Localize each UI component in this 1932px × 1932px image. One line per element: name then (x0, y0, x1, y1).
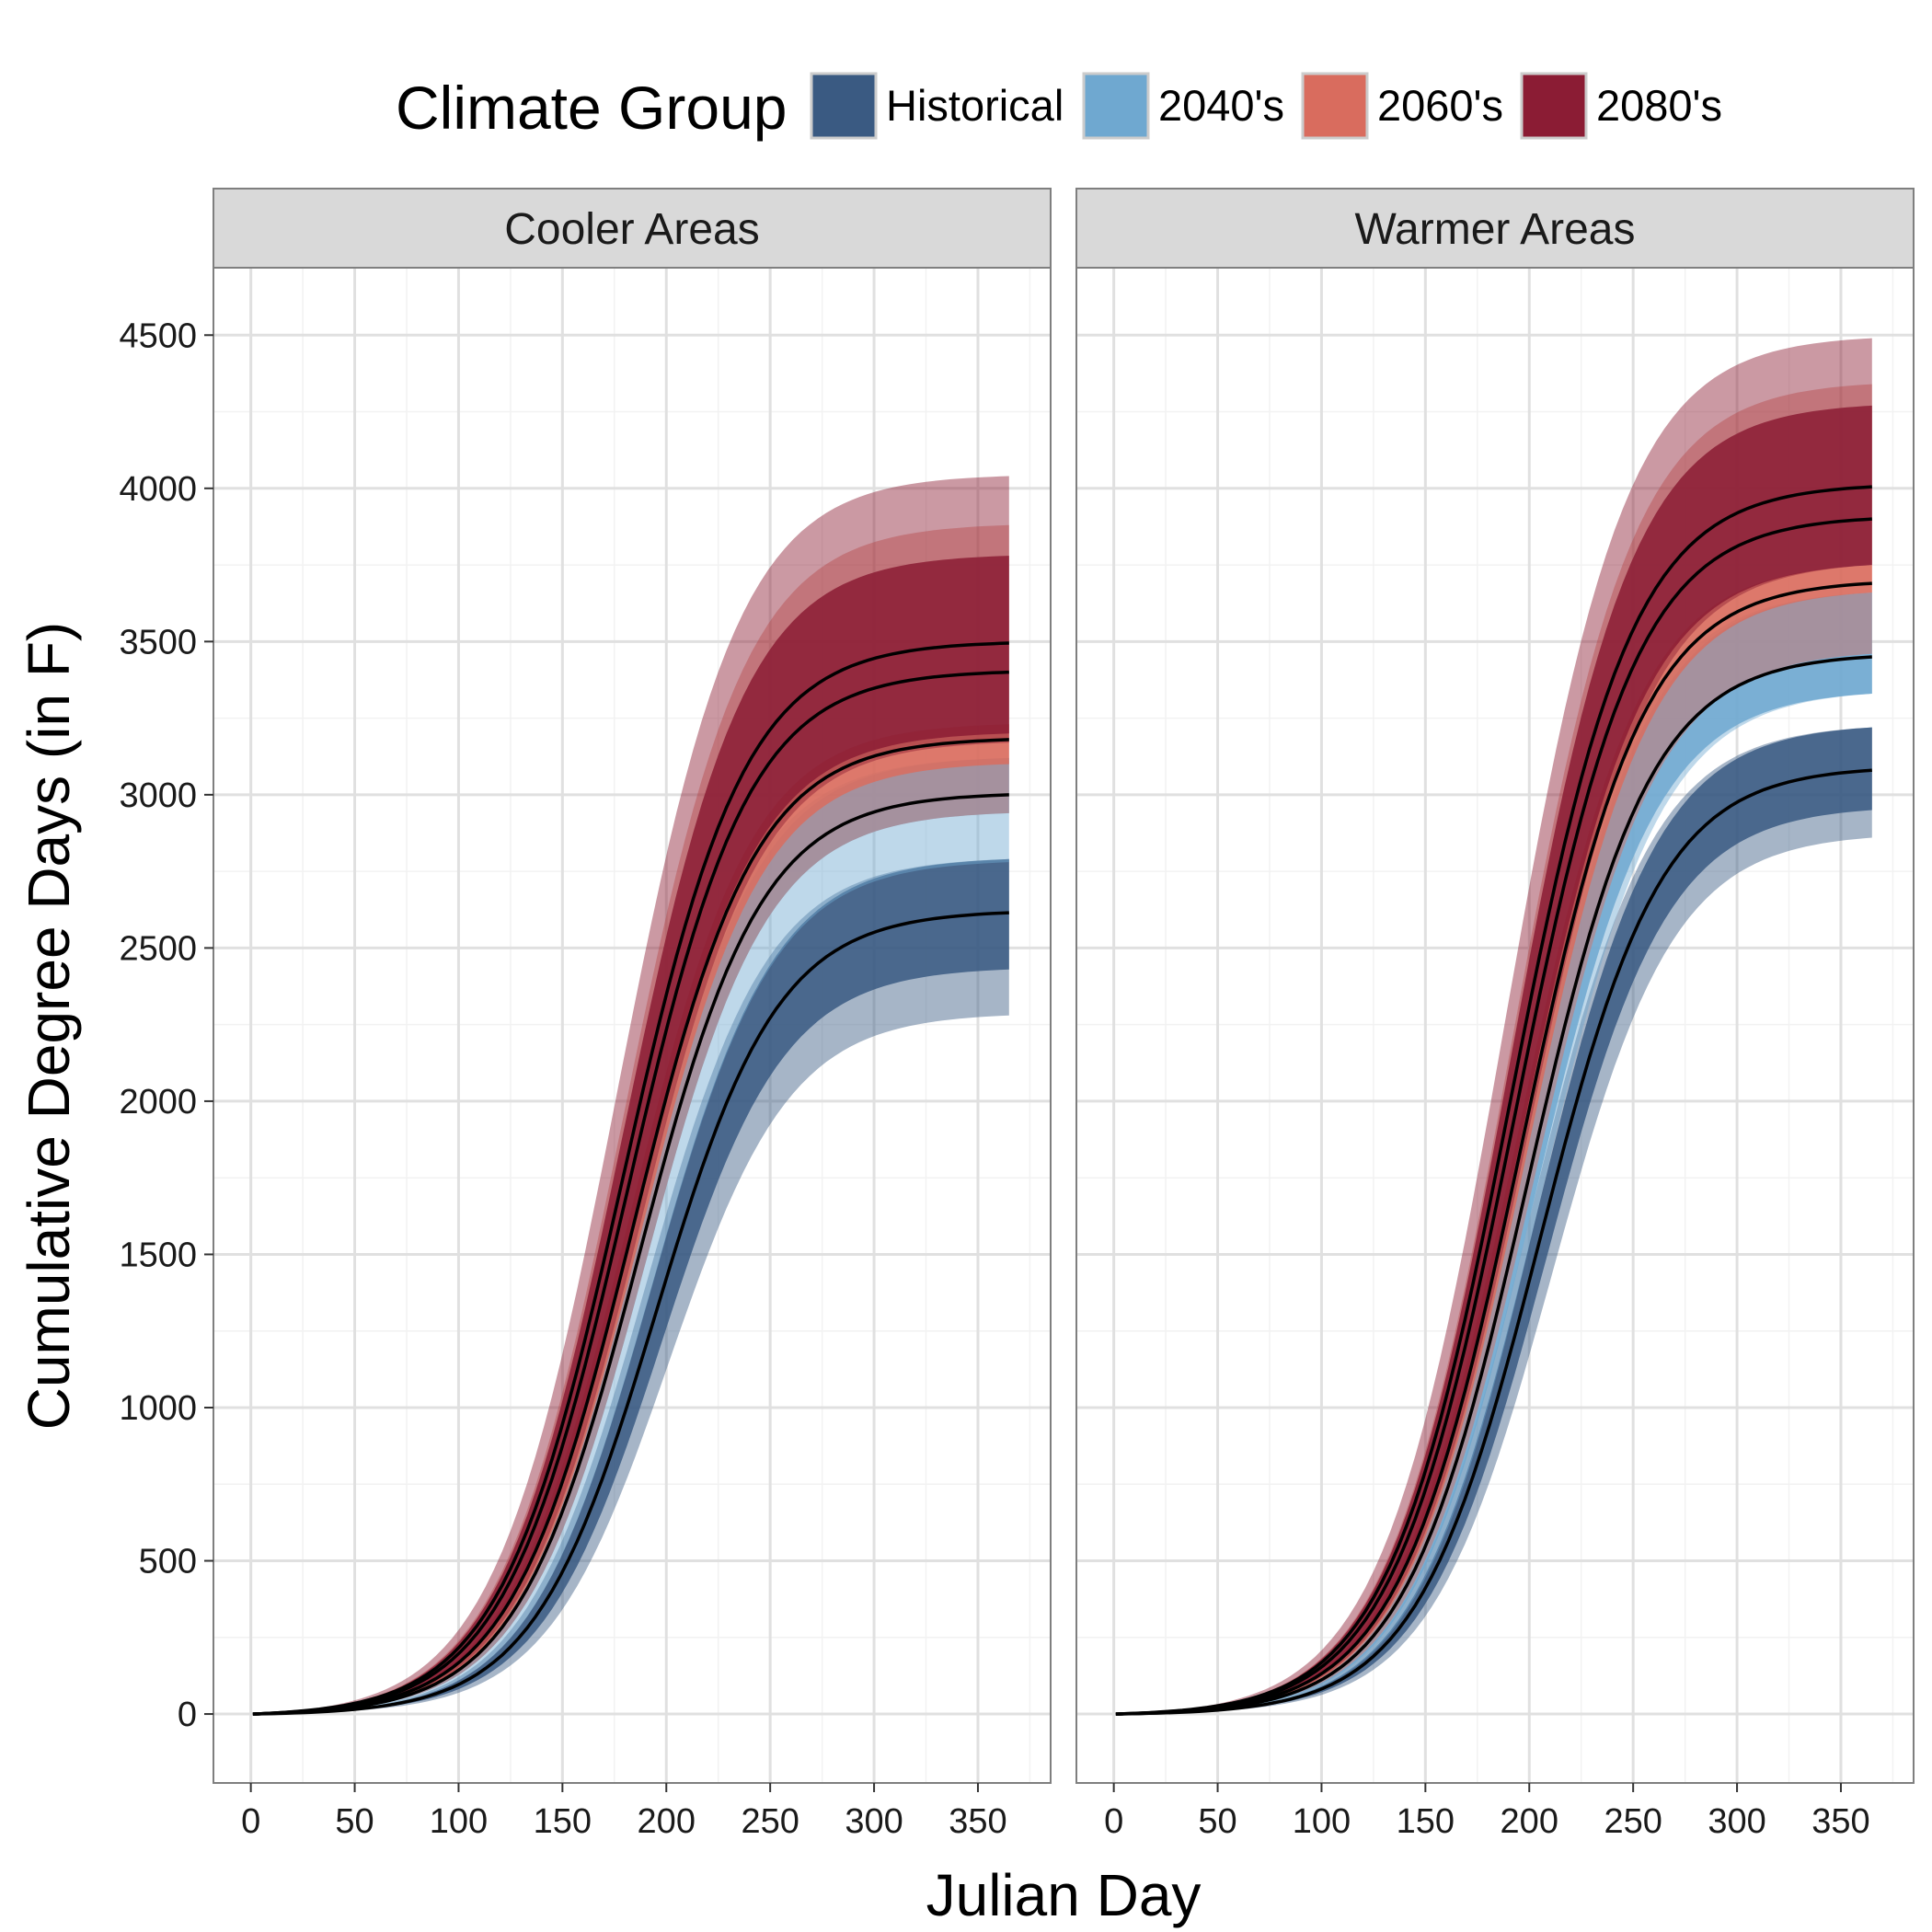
strip-background-cooler (213, 188, 1052, 269)
median-line-2060s-coolerareas (252, 738, 1009, 1716)
y-tick-label: 2000 (119, 1083, 197, 1121)
strip-background-warmer (1075, 188, 1915, 269)
legend-title: Climate Group (396, 74, 788, 142)
x-tick-label: 250 (741, 1802, 799, 1841)
x-axis-warmer: 0 50 100 150 200 250 300 350 (1104, 1783, 1870, 1841)
legend-item-2080s: 2080's (1520, 72, 1722, 140)
x-tick-label: 100 (430, 1802, 488, 1841)
y-tick-label: 0 (178, 1696, 197, 1734)
x-tick-label: 300 (1708, 1802, 1765, 1841)
x-tick-label: 200 (1501, 1802, 1558, 1841)
legend-key-2040s (1082, 72, 1150, 140)
strip-label-warmer: Warmer Areas (1355, 205, 1636, 254)
band-inner-2080s-warmerareas (1115, 405, 1872, 1715)
y-tick-label: 3500 (119, 623, 197, 661)
x-tick-label: 350 (1811, 1802, 1869, 1841)
band-outer-historical-warmerareas (1115, 727, 1872, 1715)
band-inner-2080s-coolerareas (252, 556, 1009, 1715)
x-tick-label: 200 (638, 1802, 696, 1841)
legend-key-2060s (1301, 72, 1369, 140)
x-tick-label: 50 (335, 1802, 374, 1841)
y-tick-label: 2500 (119, 929, 197, 968)
legend-item-2060s: 2060's (1301, 72, 1503, 140)
median-line-2080s-warmerareas-2 (1115, 485, 1872, 1716)
medians-warmer (1115, 485, 1872, 1716)
x-tick-label: 150 (1397, 1802, 1455, 1841)
grid-warmer (1076, 268, 1914, 1783)
legend-key-2080s (1520, 72, 1588, 140)
median-line-2080s-coolerareas-2 (252, 641, 1009, 1716)
panel-warmer-areas: Warmer Areas 0 50 100 150 200 250 300 350 (1075, 188, 1915, 1841)
y-tick-label: 3000 (119, 776, 197, 815)
legend: Climate Group Historical 2040's 2060's 2… (396, 72, 1722, 142)
plot-border-cooler (213, 267, 1052, 1784)
median-line-2060s-warmerareas (1115, 581, 1872, 1716)
median-line-2040s-coolerareas (252, 793, 1009, 1716)
y-tick-label: 4000 (119, 470, 197, 509)
legend-label-2080s: 2080's (1596, 81, 1722, 130)
x-tick-label: 50 (1198, 1802, 1236, 1841)
panel-cooler-areas: Cooler Areas 0 50 100 150 200 250 300 350 (213, 188, 1052, 1841)
bands-warmer (1115, 338, 1872, 1715)
median-line-historical-coolerareas (252, 911, 1009, 1716)
y-tick-label: 1500 (119, 1236, 197, 1274)
plot-area-cooler (213, 268, 1051, 1783)
band-outer-2060s-warmerareas (1115, 384, 1872, 1715)
x-axis-title: Julian Day (926, 1862, 1202, 1928)
y-tick-label: 4500 (119, 316, 197, 355)
band-inner-historical-coolerareas (252, 858, 1009, 1715)
x-tick-label: 350 (949, 1802, 1006, 1841)
y-tick-label: 500 (139, 1543, 197, 1581)
band-outer-2080s-coolerareas (252, 476, 1009, 1715)
x-tick-label: 300 (845, 1802, 903, 1841)
median-line-historical-warmerareas (1115, 768, 1872, 1716)
legend-item-2040s: 2040's (1082, 72, 1284, 140)
y-axis: 0 500 1000 1500 2000 2500 3000 3500 4000 4500 (119, 316, 213, 1734)
x-tick-label: 0 (241, 1802, 260, 1841)
x-axis-cooler: 0 50 100 150 200 250 300 350 (241, 1783, 1007, 1841)
legend-key-historical (810, 72, 878, 140)
x-tick-label: 100 (1293, 1802, 1351, 1841)
plot-border-warmer (1075, 267, 1915, 1784)
legend-label-historical: Historical (886, 81, 1064, 130)
y-axis-title: Cumulative Degree Days (in F) (16, 622, 82, 1431)
x-tick-label: 0 (1104, 1802, 1123, 1841)
strip-label-cooler: Cooler Areas (504, 205, 759, 254)
x-tick-label: 250 (1604, 1802, 1662, 1841)
x-tick-label: 150 (534, 1802, 592, 1841)
legend-label-2040s: 2040's (1158, 81, 1284, 130)
legend-item-historical: Historical (810, 72, 1064, 140)
y-tick-label: 1000 (119, 1389, 197, 1428)
legend-label-2060s: 2060's (1377, 81, 1503, 130)
medians-cooler (252, 641, 1009, 1716)
